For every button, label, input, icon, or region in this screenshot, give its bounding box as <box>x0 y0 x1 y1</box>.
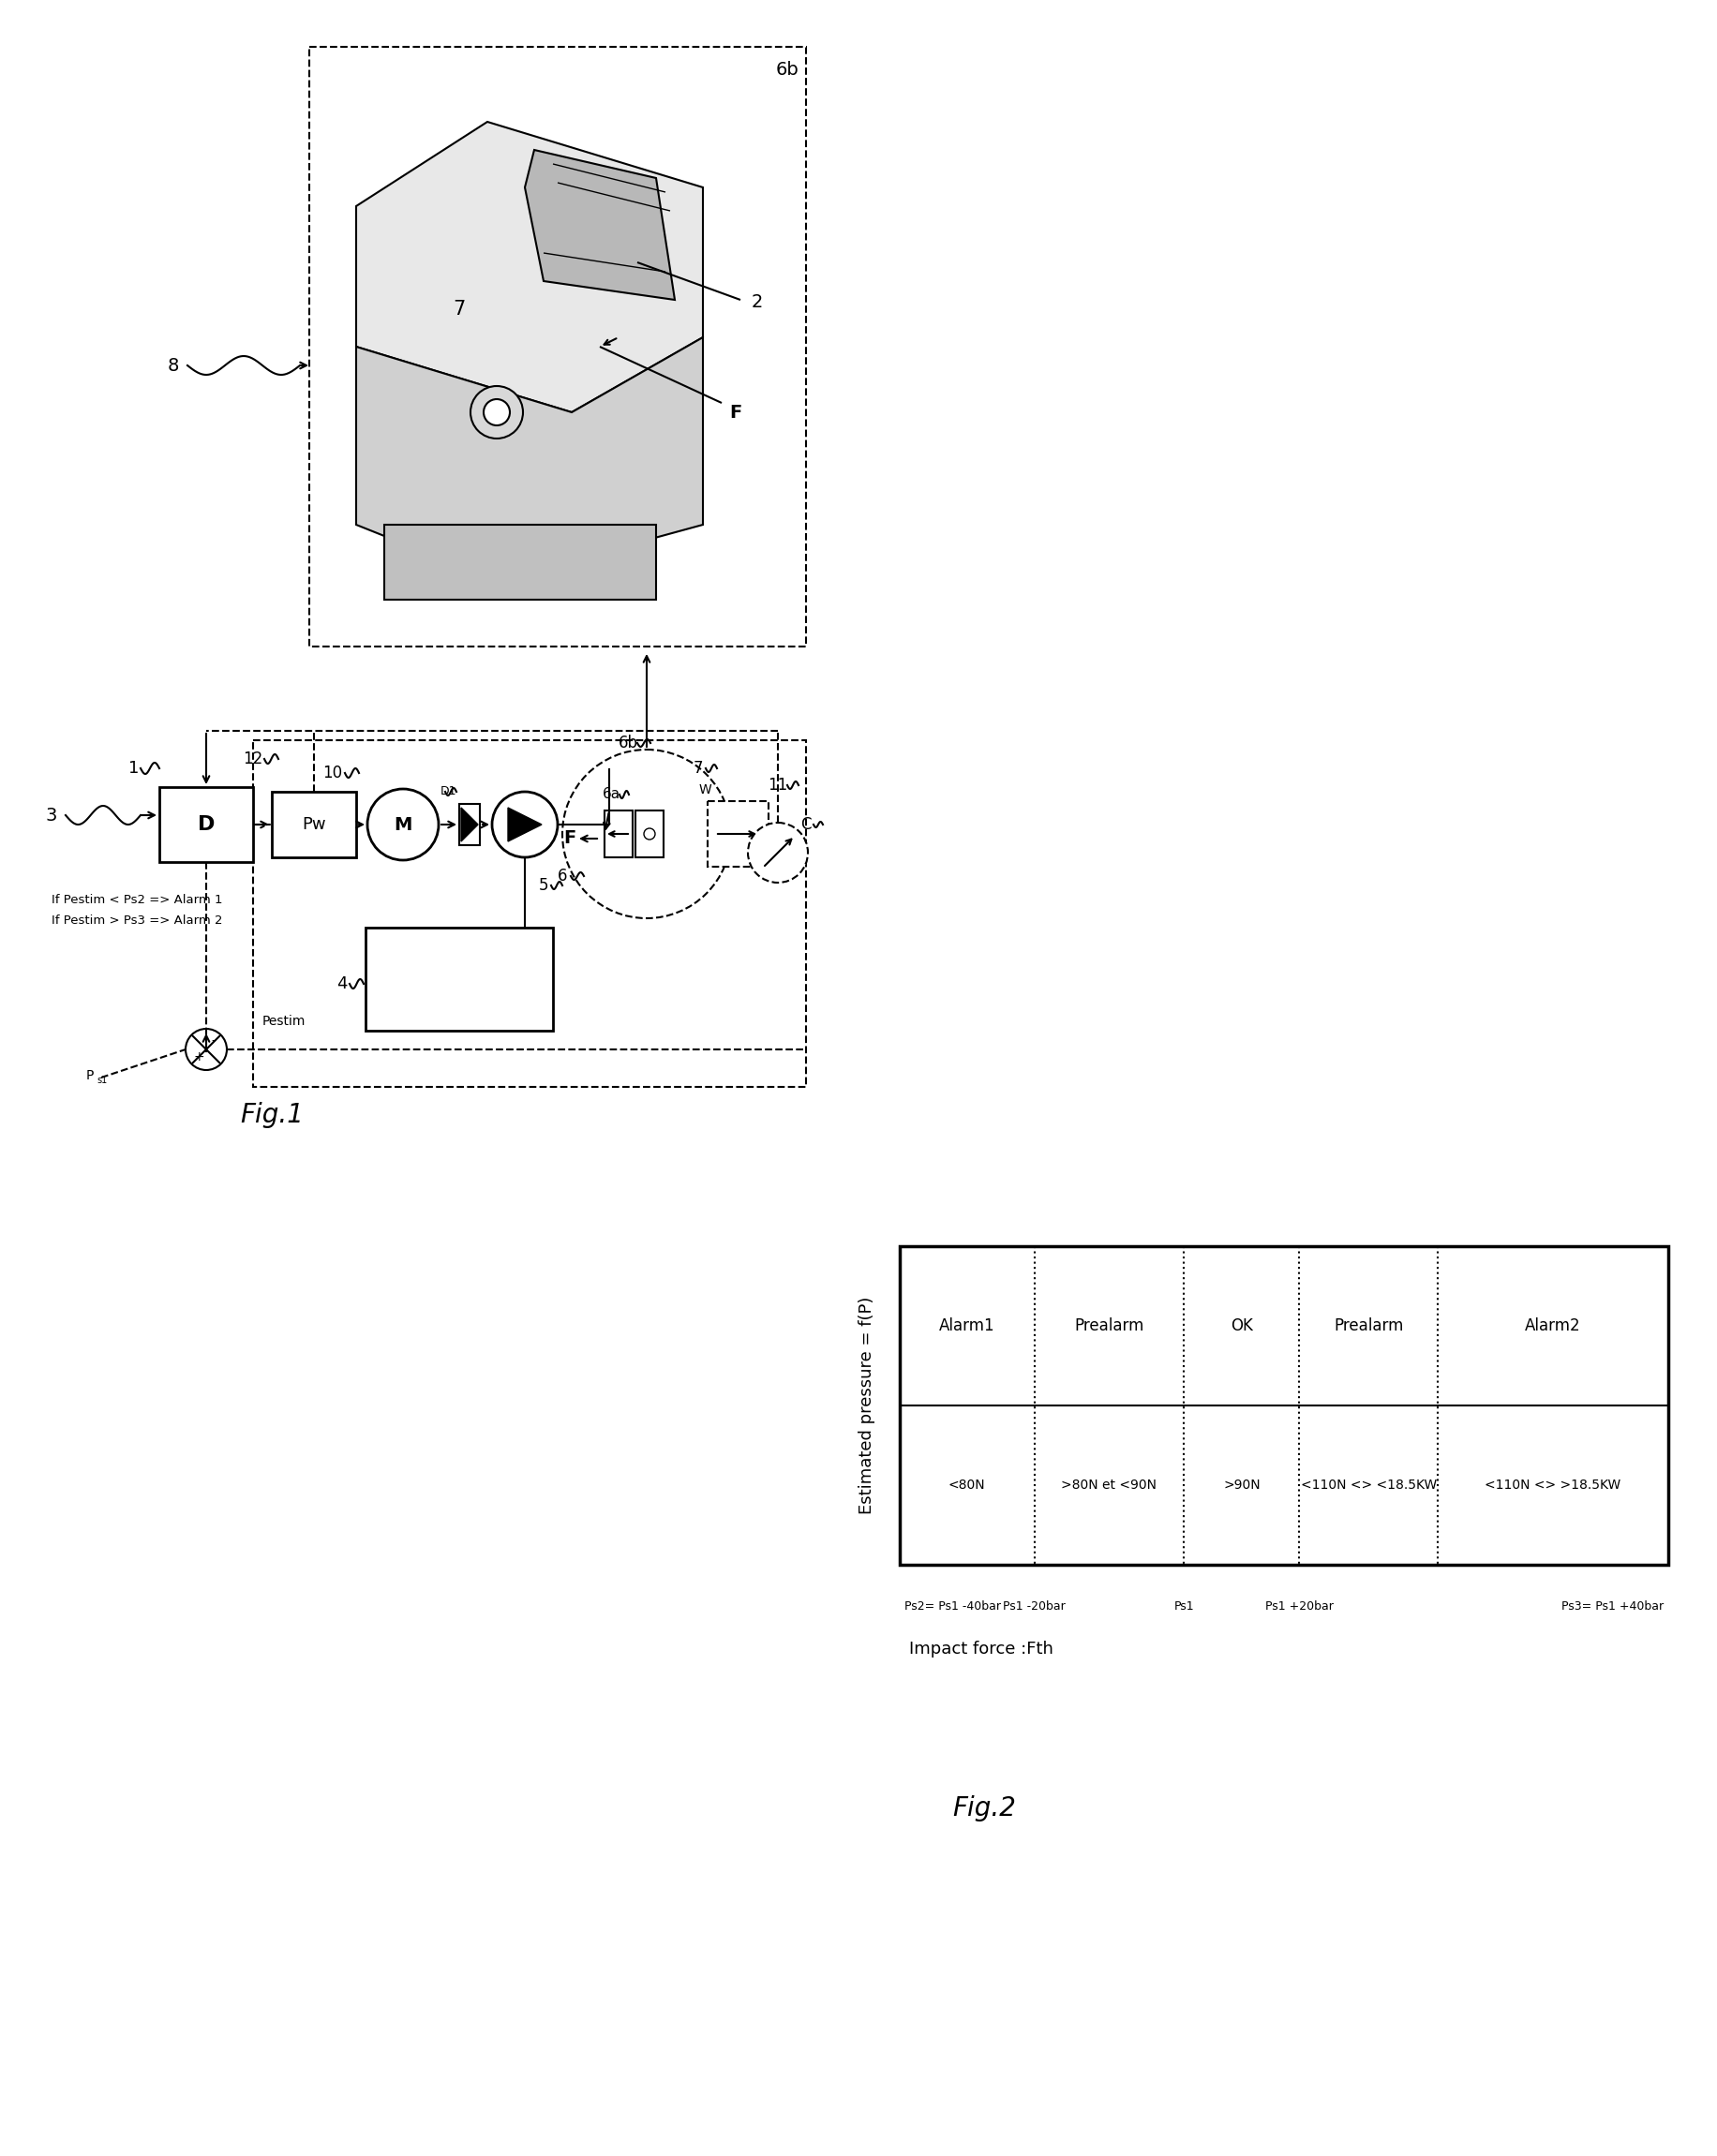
Text: 4: 4 <box>337 975 347 992</box>
Text: 2: 2 <box>752 293 762 310</box>
Text: >90N: >90N <box>1223 1479 1260 1492</box>
Bar <box>707 802 769 867</box>
Text: P: P <box>520 817 531 832</box>
Text: 3: 3 <box>46 806 57 824</box>
Text: -: - <box>211 1035 216 1048</box>
Text: 10: 10 <box>323 765 343 780</box>
Text: 6b: 6b <box>618 735 637 752</box>
Circle shape <box>563 750 731 918</box>
Text: <110N <> >18.5KW: <110N <> >18.5KW <box>1485 1479 1621 1492</box>
Text: <110N <> <18.5KW: <110N <> <18.5KW <box>1300 1479 1437 1492</box>
Text: 11: 11 <box>767 776 788 793</box>
Text: Pw: Pw <box>302 817 326 832</box>
Polygon shape <box>462 808 477 841</box>
Bar <box>271 791 355 858</box>
Text: 7: 7 <box>453 300 465 319</box>
Polygon shape <box>508 808 543 841</box>
Text: 6: 6 <box>558 867 567 884</box>
Text: 12: 12 <box>244 750 263 768</box>
Text: Pestim: Pestim <box>263 1015 306 1028</box>
Text: OK: OK <box>1231 1317 1253 1335</box>
Text: Fig.2: Fig.2 <box>953 1796 1016 1822</box>
Bar <box>252 740 805 1087</box>
Text: Ps2= Ps1 -40bar: Ps2= Ps1 -40bar <box>905 1602 1001 1613</box>
Text: If Pestim < Ps2 => Alarm 1: If Pestim < Ps2 => Alarm 1 <box>52 893 223 906</box>
Text: Estimated pressure = f(P): Estimated pressure = f(P) <box>858 1296 876 1514</box>
Text: F: F <box>730 403 742 420</box>
Text: Ps3= Ps1 +40bar: Ps3= Ps1 +40bar <box>1561 1602 1664 1613</box>
Bar <box>900 1246 1669 1565</box>
Text: 1: 1 <box>129 759 139 776</box>
Circle shape <box>644 828 656 839</box>
Text: Impact force :Fth: Impact force :Fth <box>908 1641 1053 1658</box>
Text: Fig.1: Fig.1 <box>240 1102 304 1128</box>
Polygon shape <box>355 336 702 580</box>
Circle shape <box>470 386 524 438</box>
Text: 6b: 6b <box>776 60 798 80</box>
Bar <box>458 804 479 845</box>
Text: D: D <box>197 815 215 834</box>
Bar <box>309 47 805 647</box>
Text: If Pestim > Ps3 => Alarm 2: If Pestim > Ps3 => Alarm 2 <box>52 914 223 927</box>
Text: <80N: <80N <box>948 1479 986 1492</box>
Circle shape <box>484 399 510 425</box>
Circle shape <box>493 791 558 858</box>
Circle shape <box>749 824 809 882</box>
Circle shape <box>367 789 438 860</box>
Bar <box>604 811 632 858</box>
Text: Ps1: Ps1 <box>1174 1602 1195 1613</box>
Text: +: + <box>194 1050 204 1063</box>
Text: s1: s1 <box>96 1076 106 1084</box>
Text: 5: 5 <box>539 877 548 895</box>
Text: D1: D1 <box>440 785 457 798</box>
Text: C: C <box>800 817 812 832</box>
Bar <box>366 927 553 1031</box>
Text: Ps1 +20bar: Ps1 +20bar <box>1265 1602 1334 1613</box>
Text: 8: 8 <box>168 356 179 375</box>
Text: Alarm1: Alarm1 <box>939 1317 994 1335</box>
Bar <box>160 787 252 862</box>
Text: 6a: 6a <box>603 787 620 802</box>
Text: P: P <box>86 1069 94 1082</box>
Circle shape <box>185 1028 227 1069</box>
Text: M: M <box>393 815 412 834</box>
Text: Alarm2: Alarm2 <box>1525 1317 1581 1335</box>
Text: Ps1 -20bar: Ps1 -20bar <box>1003 1602 1066 1613</box>
Text: Prealarm: Prealarm <box>1075 1317 1144 1335</box>
Text: >80N et <90N: >80N et <90N <box>1061 1479 1157 1492</box>
Text: 7: 7 <box>694 759 704 776</box>
Text: W: W <box>699 783 711 796</box>
Polygon shape <box>525 151 675 300</box>
Polygon shape <box>385 524 656 599</box>
Text: Prealarm: Prealarm <box>1334 1317 1403 1335</box>
Text: F: F <box>563 830 575 847</box>
Polygon shape <box>355 121 702 412</box>
Bar <box>635 811 663 858</box>
